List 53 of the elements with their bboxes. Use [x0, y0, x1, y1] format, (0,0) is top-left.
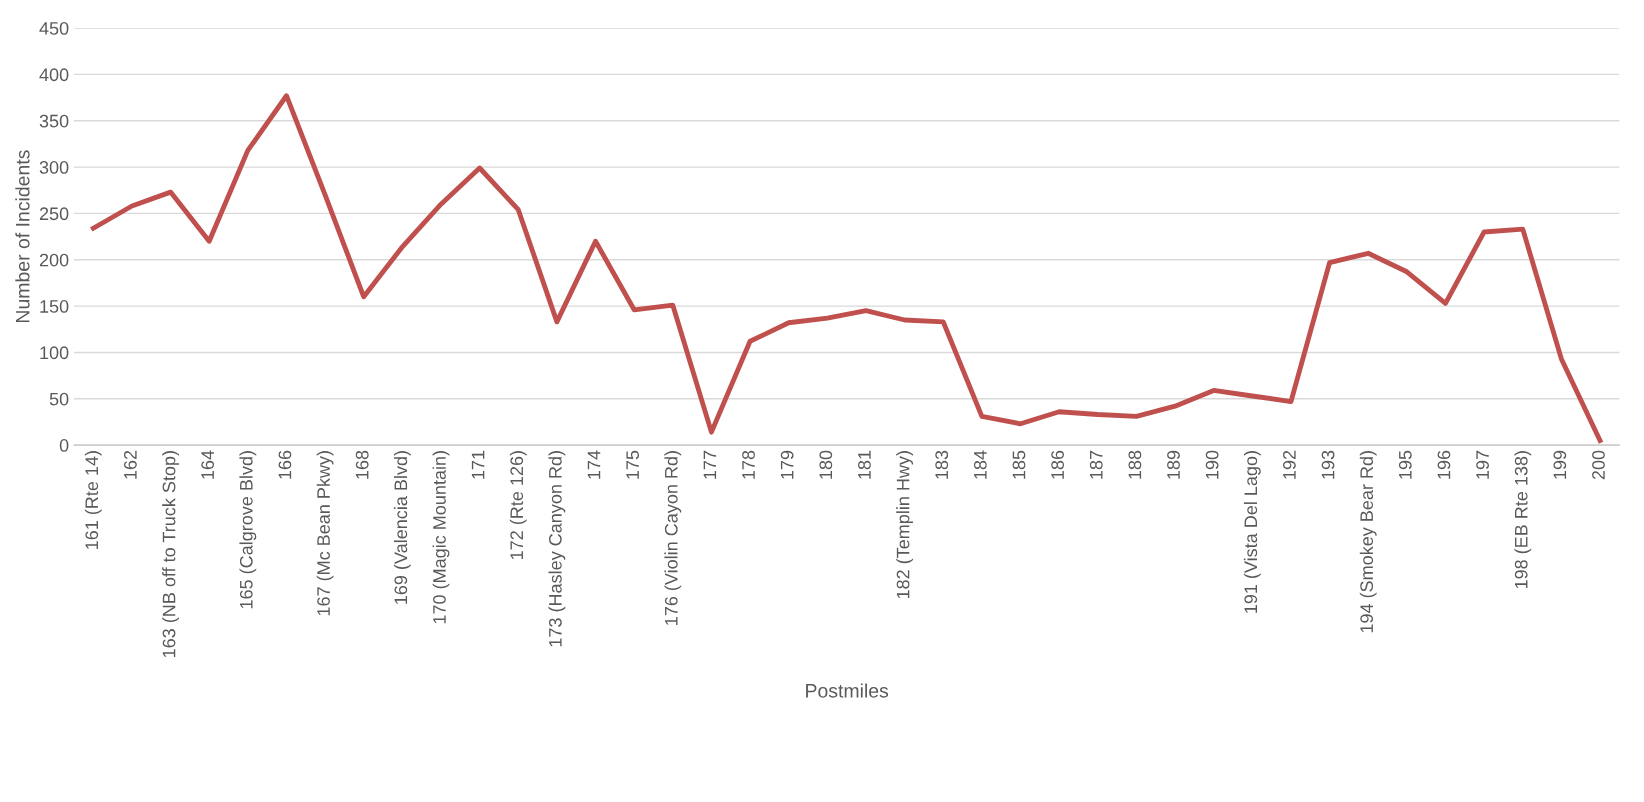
x-tick-label: 189	[1167, 450, 1180, 479]
x-tick-label: 183	[935, 450, 949, 479]
x-tick-label: 179	[780, 450, 794, 479]
y-tick-label: 0	[59, 439, 69, 452]
x-tick-label: 180	[819, 450, 833, 479]
y-tick-label: 200	[39, 253, 69, 267]
x-tick-label: 177	[703, 450, 717, 479]
x-tick-label: 174	[587, 450, 601, 479]
x-tick-label: 198 (EB Rte 138)	[1514, 451, 1532, 589]
x-tick-label: 172 (Rte 126)	[509, 451, 527, 559]
x-tick-label: 171	[471, 450, 485, 479]
y-tick-label: 100	[40, 346, 69, 360]
x-tick-label: 163 (NB off to Truck Stop)	[162, 451, 179, 657]
x-tick-label: 184	[973, 450, 987, 479]
y-tick-label: 50	[49, 392, 69, 406]
x-tick-label: 168	[355, 450, 369, 479]
x-tick-label: 186	[1051, 450, 1064, 479]
x-axis-title: Postmiles	[806, 683, 889, 698]
x-tick-label: 169 (Valencia Blvd)	[393, 451, 411, 604]
x-tick-label: 200	[1592, 450, 1605, 480]
x-tick-label: 175	[626, 450, 640, 479]
x-tick-label: 182 (Templin Hwy)	[896, 451, 914, 599]
y-tick-label: 450	[39, 22, 69, 35]
y-tick-label: 150	[40, 300, 69, 313]
y-tick-label: 250	[39, 207, 69, 221]
x-tick-label: 197	[1476, 450, 1489, 479]
x-tick-label: 187	[1089, 450, 1103, 479]
x-tick-label: 173 (Hasley Canyon Rd)	[548, 451, 566, 647]
x-tick-label: 162	[123, 450, 137, 479]
x-tick-label: 195	[1398, 450, 1412, 479]
x-tick-label: 178	[742, 450, 755, 479]
x-tick-label: 185	[1012, 450, 1026, 479]
line-series	[90, 93, 1603, 443]
x-tick-label: 181	[858, 450, 871, 479]
x-tick-label: 193	[1321, 450, 1335, 479]
x-tick-label: 191 (Vista Del Lago)	[1243, 451, 1261, 613]
x-tick-label: 170 (Magic Mountain)	[432, 451, 450, 624]
x-tick-label: 161 (Rte 14)	[84, 451, 102, 549]
x-tick-label: 199	[1553, 450, 1567, 479]
x-tick-label: 192	[1283, 450, 1296, 479]
y-tick-label: 350	[39, 114, 69, 128]
x-tick-label: 167 (Mc Bean Pkwy)	[316, 451, 334, 616]
x-tick-label: 164	[201, 450, 215, 479]
x-tick-label: 194 (Smokey Bear Rd)	[1359, 451, 1377, 633]
y-tick-label: 300	[39, 161, 69, 174]
x-tick-label: 166	[278, 450, 292, 479]
y-tick-label: 400	[39, 68, 69, 82]
x-tick-label: 190	[1205, 450, 1219, 479]
x-tick-label: 165 (Calgrove Blvd)	[239, 451, 257, 609]
x-tick-label: 188	[1128, 450, 1142, 479]
x-tick-label: 176 (Violin Cayon Rd)	[664, 451, 682, 625]
y-axis-title: Number of Incidents	[15, 150, 30, 322]
x-tick-label: 196	[1437, 450, 1451, 479]
